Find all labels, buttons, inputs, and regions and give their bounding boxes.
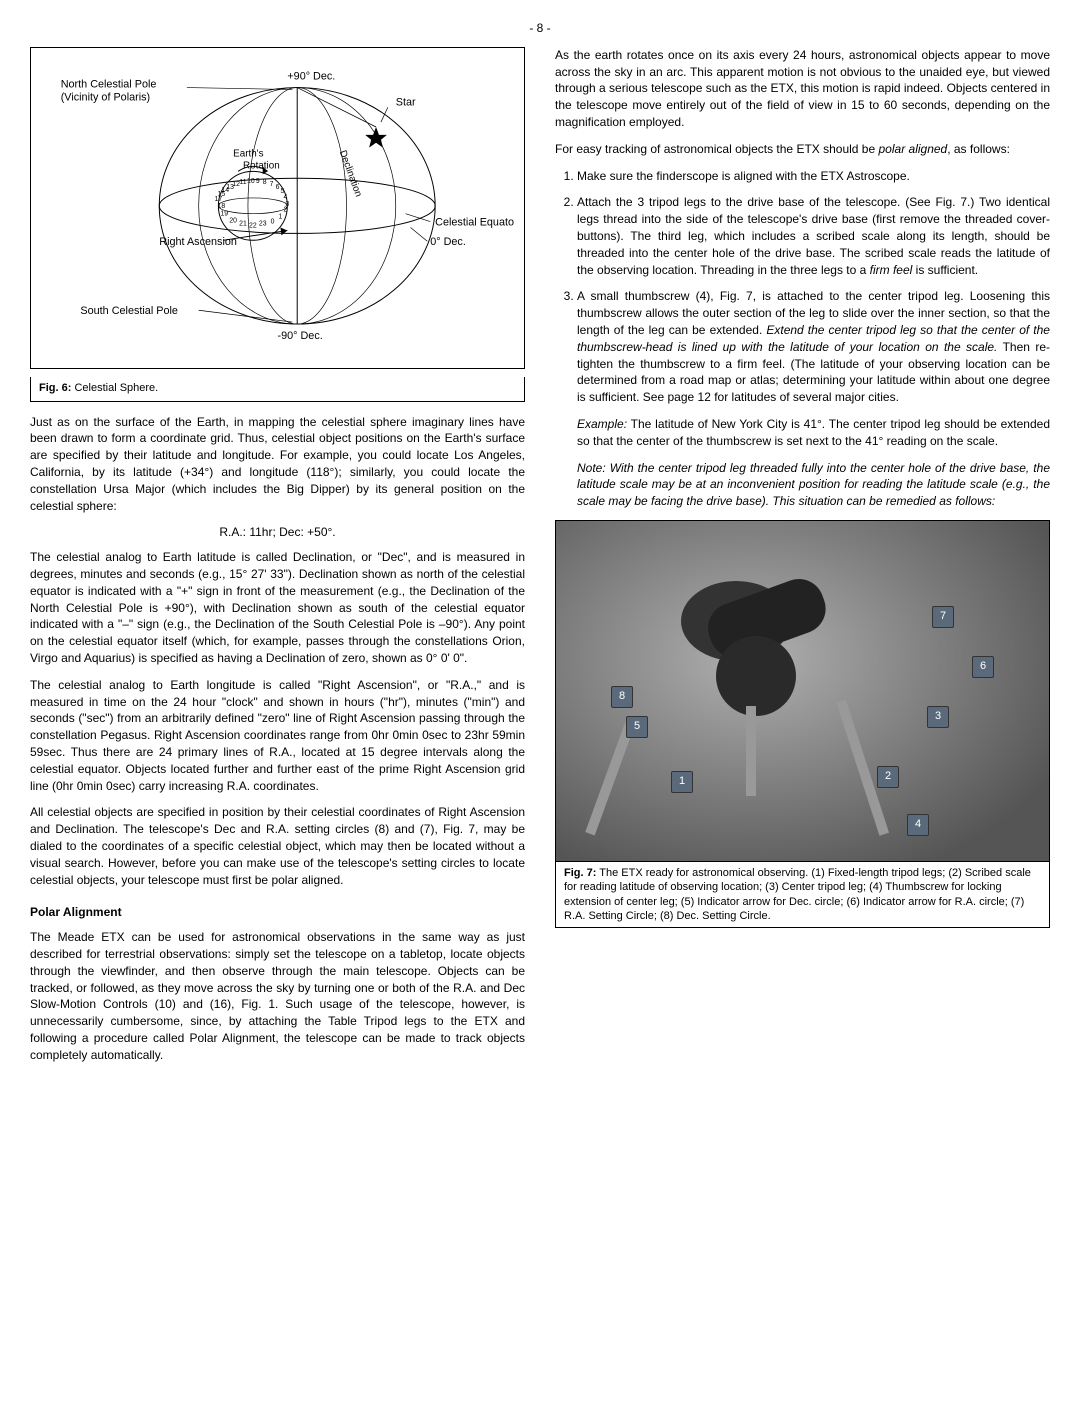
- svg-text:0: 0: [271, 218, 275, 225]
- figure-6-box: 17 18 19 20 21 22 23 0 1 2 3 4 5 6 7 8 9: [30, 47, 525, 369]
- label-declination: Declination: [337, 149, 364, 199]
- label-vicinity: (Vicinity of Polaris): [61, 91, 150, 103]
- label-plus90: +90° Dec.: [287, 70, 335, 82]
- left-p1: Just as on the surface of the Earth, in …: [30, 414, 525, 515]
- svg-text:7: 7: [270, 181, 274, 188]
- figure-6-caption: Fig. 6: Celestial Sphere.: [30, 377, 525, 401]
- example-para: Example: The latitude of New York City i…: [577, 416, 1050, 450]
- svg-text:11: 11: [239, 179, 246, 186]
- label-0dec: 0° Dec.: [430, 236, 466, 248]
- label-star: Star: [396, 96, 416, 108]
- svg-text:18: 18: [218, 203, 226, 210]
- svg-text:10: 10: [247, 178, 255, 185]
- step-2b: firm feel: [870, 263, 913, 277]
- svg-text:5: 5: [281, 188, 285, 195]
- label-minus90: -90° Dec.: [278, 330, 323, 342]
- right-p2c: , as follows:: [947, 142, 1010, 156]
- right-p2: For easy tracking of astronomical object…: [555, 141, 1050, 158]
- fig7-caption-text: The ETX ready for astronomical observing…: [564, 867, 1031, 922]
- left-p3: The celestial analog to Earth longitude …: [30, 677, 525, 795]
- svg-text:3: 3: [285, 201, 289, 208]
- celestial-sphere-diagram: 17 18 19 20 21 22 23 0 1 2 3 4 5 6 7 8 9: [41, 58, 514, 354]
- step-2a: Attach the 3 tripod legs to the drive ba…: [577, 195, 1050, 276]
- step-1: Make sure the finderscope is aligned wit…: [577, 168, 1050, 185]
- svg-text:21: 21: [239, 220, 247, 227]
- callout-7: 7: [932, 606, 954, 628]
- left-p2: The celestial analog to Earth latitude i…: [30, 549, 525, 667]
- callout-2: 2: [877, 766, 899, 788]
- callout-4: 4: [907, 814, 929, 836]
- svg-text:8: 8: [263, 179, 267, 186]
- svg-text:9: 9: [256, 178, 260, 185]
- callout-3: 3: [927, 706, 949, 728]
- page-number: - 8 -: [30, 20, 1050, 37]
- polar-align-steps: Make sure the finderscope is aligned wit…: [555, 168, 1050, 406]
- fig6-label: Fig. 6:: [39, 382, 71, 394]
- label-equator: Celestial Equator: [435, 216, 514, 228]
- right-p2a: For easy tracking of astronomical object…: [555, 142, 879, 156]
- label-north-pole: North Celestial Pole: [61, 78, 157, 90]
- svg-text:1: 1: [279, 213, 283, 220]
- right-column: As the earth rotates once on its axis ev…: [555, 47, 1050, 1074]
- example-text: The latitude of New York City is 41°. Th…: [577, 417, 1050, 448]
- callout-1: 1: [671, 771, 693, 793]
- callout-6: 6: [972, 656, 994, 678]
- step-2: Attach the 3 tripod legs to the drive ba…: [577, 194, 1050, 278]
- left-p4: All celestial objects are specified in p…: [30, 804, 525, 888]
- svg-text:15: 15: [218, 191, 226, 198]
- ra-example: R.A.: 11hr; Dec: +50°.: [30, 524, 525, 541]
- right-p2b: polar aligned: [879, 142, 948, 156]
- polar-alignment-heading: Polar Alignment: [30, 904, 525, 921]
- svg-text:20: 20: [229, 217, 237, 224]
- fig7-label: Fig. 7:: [564, 867, 596, 879]
- step-2c: is sufficient.: [912, 263, 978, 277]
- left-p5: The Meade ETX can be used for astronomic…: [30, 929, 525, 1063]
- figure-7-caption: Fig. 7: The ETX ready for astronomical o…: [555, 862, 1050, 928]
- callout-5: 5: [626, 716, 648, 738]
- label-earths: Earth's: [233, 148, 263, 159]
- right-p1: As the earth rotates once on its axis ev…: [555, 47, 1050, 131]
- svg-text:19: 19: [220, 210, 228, 217]
- example-label: Example:: [577, 417, 627, 431]
- fig6-caption-text: Celestial Sphere.: [74, 382, 158, 394]
- note-para: Note: With the center tripod leg threade…: [577, 460, 1050, 510]
- label-ra: Right Ascension: [159, 236, 237, 248]
- svg-text:22: 22: [249, 222, 257, 229]
- two-column-layout: 17 18 19 20 21 22 23 0 1 2 3 4 5 6 7 8 9: [30, 47, 1050, 1074]
- label-south-pole: South Celestial Pole: [80, 305, 178, 317]
- step-3: A small thumbscrew (4), Fig. 7, is attac…: [577, 288, 1050, 406]
- left-column: 17 18 19 20 21 22 23 0 1 2 3 4 5 6 7 8 9: [30, 47, 525, 1074]
- figure-7-photo: 7 6 8 5 3 1 2 4: [555, 520, 1050, 862]
- label-rotation: Rotation: [243, 160, 280, 171]
- callout-8: 8: [611, 686, 633, 708]
- svg-text:6: 6: [276, 184, 280, 191]
- svg-text:23: 23: [259, 220, 267, 227]
